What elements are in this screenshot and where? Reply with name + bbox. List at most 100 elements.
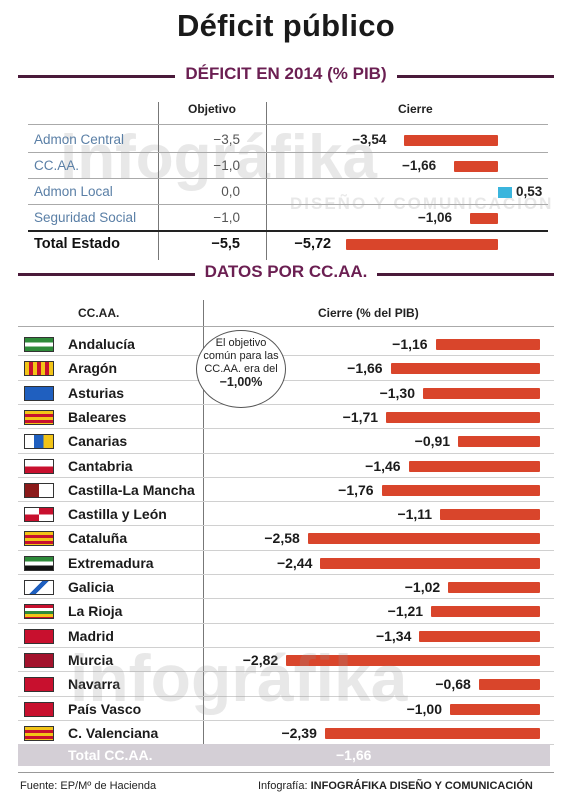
cierre-value: −1,34: [375, 627, 412, 644]
ccaa-row: Canarias −0,91: [18, 429, 554, 453]
ccaa-row: Extremadura −2,44: [18, 551, 554, 575]
section-heading-label: DATOS POR CC.AA.: [194, 262, 378, 281]
cierre-bar: [498, 187, 513, 198]
cierre-value: −1,66: [402, 158, 437, 173]
region-name: Madrid: [68, 627, 114, 644]
region-flag-icon: [24, 725, 54, 741]
region-name: Canarias: [68, 433, 128, 450]
region-flag-icon: [24, 531, 54, 547]
objetivo-value: 0,0: [221, 184, 240, 199]
ccaa-row: La Rioja −1,21: [18, 599, 554, 623]
ccaa-row: Castilla y León −1,11: [18, 502, 554, 526]
region-flag-icon: [24, 555, 54, 571]
deficit-row: CC.AA. −1,0 −1,66: [28, 154, 548, 178]
ccaa-row: Andalucía −1,16: [18, 332, 554, 356]
region-name: Galicia: [68, 579, 114, 595]
region-flag-icon: [24, 507, 54, 523]
region-flag-icon: [24, 385, 54, 401]
section-heading-ccaa: DATOS POR CC.AA.: [18, 262, 554, 286]
region-name: Andalucía: [68, 336, 135, 352]
region-flag-icon: [24, 361, 54, 377]
cierre-value: −1,02: [404, 579, 441, 595]
region-name: Cantabria: [68, 457, 133, 474]
objetivo-value: −3,5: [213, 132, 240, 147]
row-label: Seguridad Social: [34, 210, 137, 225]
cierre-bar: [448, 582, 540, 593]
region-name: Aragón: [68, 360, 117, 377]
cierre-value: −1,00: [406, 700, 442, 717]
ccaa-row: Baleares −1,71: [18, 405, 554, 429]
callout-value: −1,00%: [219, 375, 263, 389]
cierre-bar: [324, 727, 540, 739]
region-name: Navarra: [68, 676, 121, 693]
cierre-bar: [404, 135, 498, 146]
cierre-bar: [346, 239, 498, 250]
cierre-value: −1,21: [387, 603, 424, 620]
footer-source: Fuente: EP/Mº de Hacienda: [20, 780, 157, 792]
cierre-value: −1,30: [379, 384, 415, 401]
region-name: C. Valenciana: [68, 724, 159, 741]
footer-credit: Infografía: INFOGRÁFIKA DISEÑO Y COMUNIC…: [258, 780, 533, 792]
ccaa-row: Murcia −2,82: [18, 648, 554, 672]
objective-callout: El objetivo común para las CC.AA. era de…: [196, 330, 286, 408]
page-title: Déficit público: [176, 8, 396, 43]
cierre-bar: [419, 630, 540, 642]
ccaa-row: Aragón −1,66: [18, 356, 554, 380]
objetivo-value: −1,0: [213, 210, 240, 225]
column-header-cierre: Cierre: [398, 102, 433, 116]
region-name: Castilla y León: [68, 506, 167, 523]
cierre-bar: [478, 679, 540, 691]
region-flag-icon: [24, 434, 54, 450]
region-name: Baleares: [68, 408, 127, 425]
region-name: País Vasco: [68, 700, 142, 717]
deficit-row: Seguridad Social −1,0 −1,06: [28, 206, 548, 230]
deficit-row: Admon Central −3,5 −3,54: [28, 128, 548, 152]
callout-line: CC.AA. era del: [204, 363, 278, 375]
ccaa-row: Navarra −0,68: [18, 672, 554, 696]
total-ccaa-label: Total CC.AA.: [68, 747, 153, 763]
cierre-value: −2,82: [242, 651, 279, 668]
deficit-row: Admon Local 0,0 0,53: [28, 180, 548, 204]
ccaa-row: Galicia −1,02: [18, 575, 554, 599]
region-name: Asturias: [68, 384, 125, 401]
ccaa-row: Cataluña −2,58: [18, 526, 554, 550]
ccaa-row: País Vasco −1,00: [18, 697, 554, 721]
callout-line: común para las: [203, 350, 279, 362]
region-flag-icon: [24, 628, 54, 644]
cierre-value: −0,91: [414, 433, 451, 450]
cierre-bar: [390, 363, 540, 375]
cierre-value: −1,71: [342, 408, 379, 425]
region-flag-icon: [24, 458, 54, 474]
cierre-value: −1,11: [397, 506, 433, 523]
cierre-value: −2,58: [264, 530, 300, 547]
row-label: Admon Central: [34, 132, 125, 147]
region-name: Extremadura: [68, 554, 154, 571]
region-name: Castilla-La Mancha: [68, 481, 195, 498]
footer-credit-prefix: Infografía:: [258, 780, 308, 792]
row-label: CC.AA.: [34, 158, 80, 173]
column-header-ccaa: CC.AA.: [78, 306, 120, 320]
region-flag-icon: [24, 409, 54, 425]
cierre-bar: [431, 606, 540, 618]
cierre-value: −2,44: [276, 554, 313, 571]
cierre-value: 0,53: [516, 184, 543, 199]
region-flag-icon: [24, 677, 54, 693]
objetivo-value: −1,0: [213, 158, 240, 173]
cierre-bar: [423, 387, 540, 399]
total-ccaa-row: Total CC.AA. −1,66: [18, 744, 550, 766]
cierre-value: −1,76: [338, 481, 374, 498]
region-name: Murcia: [68, 651, 114, 668]
cierre-bar: [386, 411, 540, 423]
row-label: Admon Local: [34, 184, 113, 199]
cierre-bar: [454, 161, 498, 172]
column-header-objetivo: Objetivo: [188, 102, 237, 116]
callout-line: El objetivo: [215, 337, 267, 349]
objetivo-value: −5,5: [211, 236, 240, 252]
region-flag-icon: [24, 482, 54, 498]
ccaa-row: C. Valenciana −2,39: [18, 721, 554, 745]
region-flag-icon: [24, 337, 54, 352]
region-name: Cataluña: [68, 530, 128, 547]
section-heading-deficit-2014: DÉFICIT EN 2014 (% PIB): [18, 64, 554, 88]
cierre-bar: [469, 213, 498, 224]
cierre-value: −5,72: [294, 236, 332, 252]
